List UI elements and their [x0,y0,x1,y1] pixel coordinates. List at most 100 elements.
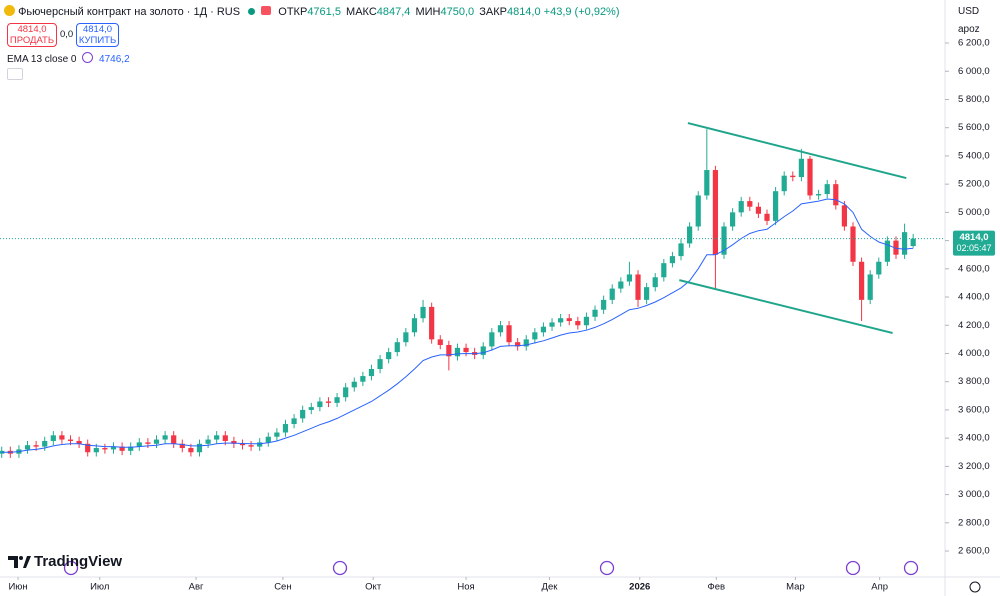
candle-body [824,184,830,195]
candle-body [609,288,615,300]
event-icon[interactable] [332,560,348,576]
y-tick-label: 5 400,0 [958,150,990,161]
candle-body [463,347,469,353]
candle-body [67,439,74,441]
candle-body [222,435,228,441]
candle-body [325,401,332,403]
candle-body [334,397,340,403]
candle-body [695,195,701,227]
candle-body [446,345,452,357]
scale-mode[interactable]: apoz [958,24,980,35]
candle-body [721,226,727,255]
sell-price: 4814,0 [17,24,47,35]
candle-body [901,232,908,255]
candle-body [523,339,529,347]
y-tick-label: 5 600,0 [958,122,990,133]
candle-body [506,325,512,343]
candle-body [669,256,676,264]
close-label: ЗАКР [479,6,507,18]
event-icon[interactable] [63,560,79,576]
candle-body [188,448,194,453]
candle-body [93,448,99,453]
currency[interactable]: USD [958,6,980,17]
candle-body [386,352,392,360]
y-tick-label: 5 200,0 [958,179,990,190]
candle-body [368,369,375,377]
buy-button[interactable]: 4814,0 КУПИТЬ [76,23,119,47]
open-label: ОТКР [278,6,308,18]
candle-body [798,158,805,178]
status-icon [261,6,272,15]
candle-body [300,409,306,419]
candle-body [730,212,736,227]
candle-body [704,170,710,196]
spread: 0,0 [60,29,74,40]
candle-body [858,261,865,300]
candle-body [575,321,581,326]
event-icon[interactable] [903,560,919,576]
trend-line [679,279,893,334]
trend-line [687,122,907,180]
candle-body [179,443,185,449]
candle-body [815,194,822,196]
x-tick-label: Ноя [457,582,474,593]
low-value: 4750,0 [440,6,475,18]
logo-mark [8,556,31,568]
close-value: 4814,0 [506,6,541,18]
x-tick-label: Окт [365,582,382,593]
candle-body [540,326,547,333]
indicator-icon[interactable] [82,52,94,63]
candle-body [755,206,762,214]
candle-body [764,213,770,221]
candle-body [214,435,220,440]
logo: TradingView [34,553,122,570]
candle-body [773,191,779,221]
candle-body [136,442,142,447]
x-tick-label: Фев [707,582,725,593]
candle-body [807,158,813,196]
candle-body [403,332,409,343]
settings-icon[interactable] [969,581,981,593]
x-tick-label: Дек [542,582,559,593]
plot-area [0,122,916,458]
collapse-button[interactable] [7,68,23,80]
change-value: +43,9 (+0,92%) [543,6,620,18]
candle-body [841,205,847,227]
candle-body [850,226,856,262]
candle-body [583,316,590,326]
indicator-name: EMA 13 close 0 [7,54,77,65]
x-tick-label: Апр [871,582,888,593]
candle-body [437,339,443,346]
candle-body [687,226,693,244]
event-icon[interactable] [845,560,861,576]
candle-body [910,238,916,247]
price-tag-label: 4814,0 [959,232,988,243]
price-axis-bg [945,0,1000,596]
candle-body [231,440,237,444]
indicator-value: 4746,2 [99,54,130,65]
candle-body [343,387,349,398]
candle-body [644,287,650,300]
candle-body [196,443,203,453]
sell-button[interactable]: 4814,0 ПРОДАТЬ [7,23,57,47]
candle-body [489,332,495,347]
status-dot [248,8,256,15]
candle-body [454,347,461,357]
event-icon[interactable] [599,560,615,576]
candle-body [678,243,684,257]
candle-body [712,170,719,255]
candle-body [790,175,796,178]
x-tick-label: Сен [274,582,291,593]
candle-body [601,299,607,310]
buy-label: КУПИТЬ [78,35,117,46]
candle-body [291,418,297,425]
candle-body [532,332,538,340]
y-tick-label: 3 400,0 [958,433,990,444]
candle-body [153,439,160,444]
candle-body [351,381,357,388]
y-tick-label: 2 600,0 [958,546,990,557]
price-tag-countdown: 02:05:47 [956,243,991,253]
y-tick-label: 2 800,0 [958,517,990,528]
